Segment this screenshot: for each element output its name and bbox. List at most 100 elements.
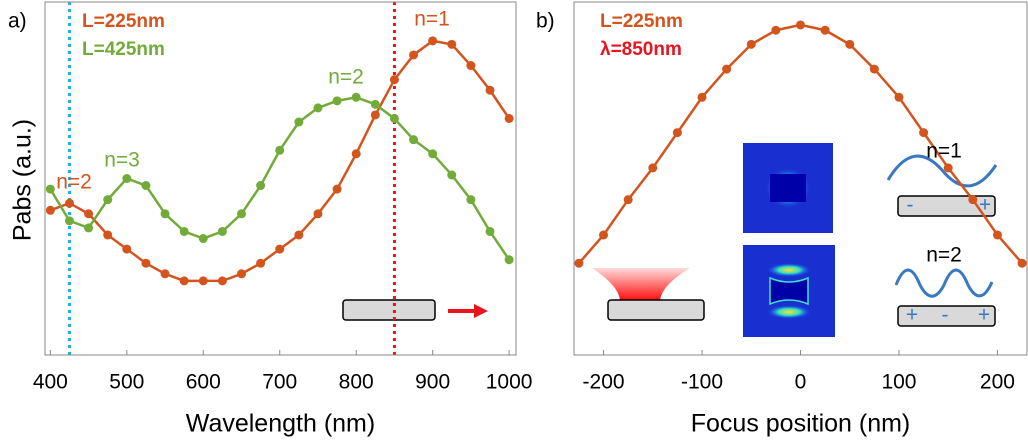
data-point [122, 244, 132, 254]
data-point [122, 174, 132, 183]
annotation: + [906, 304, 918, 327]
mode-wave [894, 268, 994, 298]
data-point [845, 39, 855, 49]
panel-label: b) [536, 10, 555, 33]
legend-entry: L=225nm [82, 11, 165, 32]
data-point [1017, 258, 1027, 268]
data-point [820, 25, 830, 35]
annotation: n=1 [414, 8, 450, 31]
arrow-head [474, 304, 488, 318]
legend-entry: L=425nm [82, 39, 165, 60]
data-point [869, 64, 879, 74]
data-point [409, 50, 419, 60]
data-point [746, 39, 756, 49]
legend-entry: L=225nm [600, 11, 683, 32]
annotation: n=2 [328, 66, 364, 89]
rod-icon [342, 299, 436, 321]
data-point [103, 195, 113, 205]
data-point [198, 234, 208, 244]
annotation: λ=850nm [600, 39, 682, 60]
rod-icon [607, 299, 705, 321]
data-point [504, 255, 514, 265]
data-point [796, 20, 805, 30]
series-line [49, 96, 511, 261]
data-point [45, 205, 55, 215]
plot-frame [44, 1, 517, 356]
x-tick-label: 500 [109, 371, 144, 394]
panel-label: a) [8, 10, 27, 33]
data-point [275, 145, 285, 155]
data-point [179, 276, 189, 286]
data-point [447, 170, 457, 180]
x-tick-label: 800 [339, 371, 374, 394]
annotation: n=1 [926, 140, 962, 163]
data-point [160, 269, 170, 279]
data-point [256, 258, 266, 268]
x-tick-label: 100 [881, 371, 916, 394]
field-map [743, 245, 835, 337]
data-point [141, 258, 151, 268]
data-point [313, 209, 323, 219]
data-point [485, 85, 495, 95]
data-point [351, 149, 361, 159]
data-point [198, 276, 208, 286]
data-point [84, 209, 94, 219]
data-point [409, 135, 419, 145]
mode-wave [886, 154, 998, 188]
data-point [332, 184, 342, 194]
x-tick-label: -100 [681, 371, 723, 394]
data-point [84, 223, 94, 233]
data-point [351, 92, 361, 102]
x-tick-label: 900 [415, 371, 450, 394]
annotation: n=3 [104, 149, 140, 172]
data-point [428, 149, 438, 159]
data-point [504, 113, 514, 123]
data-point [672, 128, 682, 138]
x-tick-label: -200 [583, 371, 625, 394]
data-point [332, 96, 342, 106]
annotation: - [942, 304, 949, 327]
x-tick-label: 600 [186, 371, 221, 394]
data-point [370, 99, 380, 109]
data-point [237, 269, 247, 279]
data-point [623, 195, 633, 205]
data-point [103, 230, 113, 240]
data-point [599, 230, 609, 240]
data-point [992, 230, 1002, 240]
x-tick-label: 1000 [486, 371, 533, 394]
data-point [217, 226, 227, 236]
data-point [447, 39, 457, 49]
data-point [466, 61, 476, 71]
data-point [294, 117, 304, 127]
data-point [256, 181, 266, 191]
x-tick-label: 700 [262, 371, 297, 394]
data-point [722, 64, 732, 74]
data-point [697, 92, 707, 102]
x-axis-title: Wavelength (nm) [186, 410, 375, 438]
data-point [275, 244, 285, 254]
data-point [160, 209, 170, 219]
x-tick-label: 0 [795, 371, 807, 394]
data-point [648, 163, 658, 173]
data-point [389, 75, 399, 85]
x-tick-label: 200 [980, 371, 1015, 394]
data-point [179, 226, 189, 236]
y-axis-title: Pabs (a.u.) [9, 119, 37, 241]
data-point [237, 209, 247, 219]
annotation: n=2 [926, 244, 962, 267]
data-point [574, 258, 584, 268]
data-point [389, 113, 399, 123]
field-map [743, 143, 833, 233]
data-point [370, 110, 380, 120]
data-point [141, 181, 151, 191]
data-point [894, 92, 904, 102]
data-point [771, 25, 781, 35]
data-point [294, 230, 304, 240]
plot-area [574, 20, 1027, 268]
rod-icon [897, 305, 996, 327]
data-point [466, 195, 476, 205]
data-point [943, 163, 953, 173]
data-point [64, 216, 74, 226]
